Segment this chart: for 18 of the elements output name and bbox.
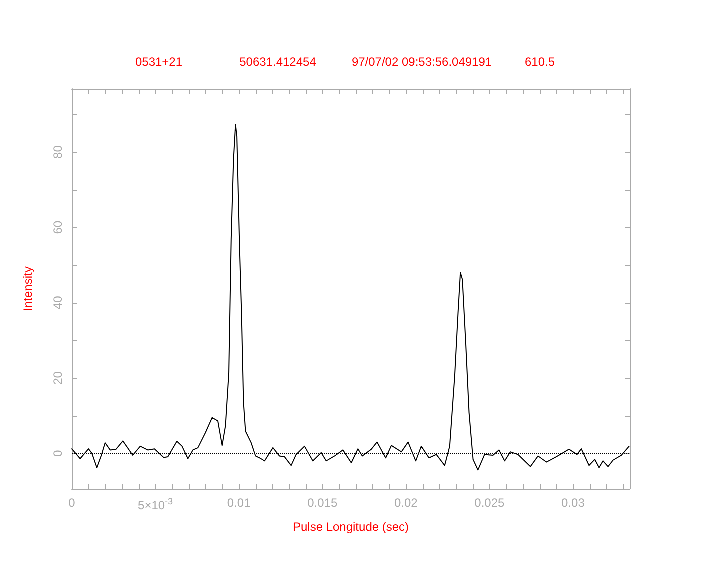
y-tick-label: 20 [51,371,65,385]
x-axis-title: Pulse Longitude (sec) [292,520,410,534]
text: 97/07/02 09:53:56.049191 [352,55,492,69]
x-tick-label: 0.03 [562,496,586,510]
y-tick-label: 0 [51,450,65,457]
x-tick-label: 0.02 [394,496,418,510]
x-tick-label: 0.015 [308,496,338,510]
y-axis-title: Intensity [21,266,35,312]
x-tick-label: 0.01 [227,496,252,510]
y-tick-label: 80 [51,145,65,159]
line-series [72,124,630,471]
text: 50631.412454 [240,55,317,69]
x-tick-label: 0.025 [474,496,506,510]
text: 610.5 [524,55,556,69]
y-tick-label: 40 [51,296,65,310]
y-tick-label: 60 [51,220,65,234]
text: 0531+21 [135,55,183,69]
x-tick-label: 0 [68,496,76,510]
